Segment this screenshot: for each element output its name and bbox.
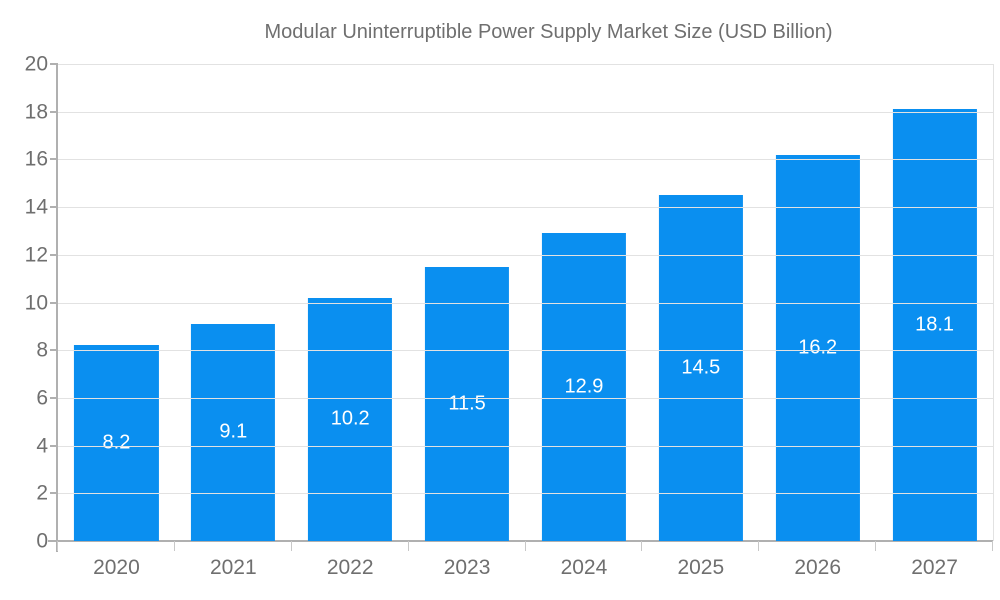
bar-value-label: 16.2	[798, 336, 838, 359]
x-axis-tick	[173, 541, 175, 551]
y-axis-label: 14	[24, 195, 48, 219]
y-axis-line	[56, 64, 58, 552]
y-axis-label: 8	[36, 338, 48, 362]
legend-swatch	[168, 21, 248, 43]
x-axis-tick	[407, 541, 409, 551]
bar-cell: 8.2	[58, 64, 175, 541]
y-axis-tick	[50, 206, 58, 209]
bar: 18.1	[892, 109, 977, 541]
bar-cell: 14.5	[642, 64, 759, 541]
x-axis-label: 2021	[209, 556, 257, 579]
y-axis-tick	[50, 301, 58, 304]
x-axis-labels: 2020 2021 2022 2023 2024 2025 2026 2027	[58, 556, 993, 580]
bar-cell: 11.5	[409, 64, 526, 541]
x-axis-tick	[875, 541, 877, 551]
bar-cell: 16.2	[759, 64, 876, 541]
bar-cell: 12.9	[526, 64, 643, 541]
y-axis-tick	[50, 349, 58, 352]
y-axis-tick	[50, 444, 58, 447]
y-axis-tick	[50, 63, 58, 65]
bar-value-label: 8.2	[102, 431, 131, 454]
bar: 12.9	[541, 233, 627, 541]
bar-value-label: 18.1	[915, 313, 955, 336]
gridline	[58, 64, 993, 65]
y-axis-label: 0	[36, 529, 48, 553]
x-axis-label: 2022	[326, 556, 374, 579]
y-axis-label: 18	[24, 100, 48, 124]
x-axis-label: 2026	[794, 556, 842, 579]
y-axis-tick	[50, 492, 58, 495]
gridline	[58, 159, 993, 161]
bar: 9.1	[191, 323, 276, 541]
x-axis-tick	[524, 541, 526, 551]
legend-item[interactable]: Modular Uninterruptible Power Supply Mar…	[0, 20, 1000, 44]
gridline	[58, 254, 993, 256]
gridline	[58, 302, 993, 304]
y-axis-label: 20	[24, 52, 48, 76]
gridline	[58, 493, 993, 495]
bar-value-label: 12.9	[564, 375, 604, 398]
y-axis-label: 16	[24, 147, 48, 171]
bar: 10.2	[308, 297, 393, 541]
bar-cell: 9.1	[175, 64, 292, 541]
y-axis-tick	[50, 253, 58, 256]
bar-value-label: 14.5	[681, 356, 721, 379]
y-axis-tick	[50, 396, 58, 399]
x-axis-tick	[641, 541, 643, 551]
y-axis-tick	[50, 110, 58, 113]
y-axis-label: 2	[36, 481, 48, 505]
x-axis-label: 2024	[560, 556, 608, 579]
x-axis-label: 2020	[93, 556, 140, 579]
x-axis-label: 2025	[677, 556, 725, 579]
bar-cell: 18.1	[876, 64, 993, 541]
x-axis-tick	[758, 541, 760, 551]
x-axis-tick	[290, 541, 292, 551]
plot-area: 8.2 9.1 10.2 11.5 12.9 14.5 16.2 18.1	[50, 63, 994, 551]
y-axis-labels: 0 2 4 6 8 10 12 14 16 18 20	[0, 54, 48, 552]
y-axis-label: 12	[24, 243, 48, 267]
legend-label: Modular Uninterruptible Power Supply Mar…	[264, 20, 833, 43]
bar-value-label: 11.5	[448, 392, 486, 415]
gridline	[58, 207, 993, 209]
x-axis-tick	[992, 541, 993, 551]
bar: 11.5	[424, 266, 510, 541]
bar: 16.2	[775, 154, 860, 541]
x-axis-label: 2027	[911, 556, 958, 579]
bar-value-label: 9.1	[219, 420, 248, 443]
bar-series: 8.2 9.1 10.2 11.5 12.9 14.5 16.2 18.1	[58, 64, 993, 541]
x-axis-label: 2023	[443, 556, 491, 579]
bar-value-label: 10.2	[330, 407, 370, 430]
y-axis-label: 4	[36, 434, 48, 458]
y-axis-label: 6	[36, 386, 48, 410]
x-axis-tick	[57, 541, 58, 551]
y-axis-tick	[50, 540, 58, 542]
gridline	[58, 111, 993, 113]
gridline	[58, 397, 993, 399]
bar: 14.5	[658, 195, 743, 541]
gridline	[58, 350, 993, 352]
x-axis-line	[48, 540, 993, 542]
y-axis-tick	[50, 158, 58, 161]
bar-cell: 10.2	[292, 64, 409, 541]
bar: 8.2	[74, 345, 159, 541]
gridline	[58, 445, 993, 447]
y-axis-label: 10	[24, 291, 48, 314]
